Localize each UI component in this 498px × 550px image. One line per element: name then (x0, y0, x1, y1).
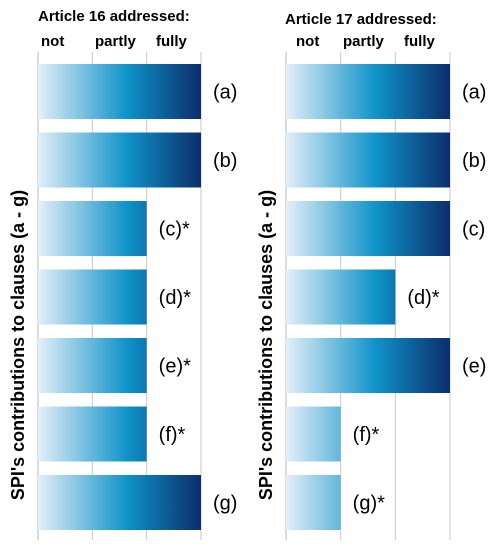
bar-label: (g)* (353, 493, 385, 515)
bar-g (38, 475, 201, 530)
level-label-fully: fully (404, 33, 435, 50)
bar-label: (g) (213, 493, 237, 515)
level-label-not: not (296, 33, 319, 50)
bar-label: (f)* (353, 424, 380, 446)
bar-d (38, 269, 147, 325)
panel-article-17: Article 17 addressed: not partly fully S… (256, 11, 486, 540)
panel-title: Article 16 addressed: (38, 8, 190, 25)
bar-label: (b) (213, 150, 237, 172)
bar-g (286, 475, 341, 530)
y-axis-label: SPI's contributions to clauses (a - g) (8, 190, 28, 500)
bar-label: (b) (462, 150, 486, 172)
bar-f (286, 406, 341, 462)
bar-label: (a) (462, 82, 486, 104)
bar-d (286, 269, 396, 325)
bar-label: (c)* (159, 219, 190, 241)
bar-e (38, 338, 147, 393)
bar-c (286, 201, 451, 256)
level-label-partly: partly (95, 33, 137, 50)
bar-e (286, 338, 451, 393)
bar-label: (d)* (159, 287, 191, 309)
bar-c (38, 201, 147, 256)
bar-f (38, 406, 147, 462)
level-label-not: not (41, 33, 64, 50)
panel-plot-area: (a) (b) (c) (d)* (e) (f)* (g)* (285, 52, 486, 540)
bar-a (286, 64, 451, 119)
level-label-fully: fully (156, 33, 187, 50)
bar-label: (a) (213, 82, 237, 104)
panel-plot-area: (a) (b) (c)* (d)* (e)* (f)* (g) (37, 52, 237, 540)
panel-article-16: Article 16 addressed: not partly fully S… (8, 8, 237, 540)
bar-a (38, 64, 201, 119)
bar-label: (e)* (159, 356, 191, 378)
bar-b (38, 132, 201, 188)
level-label-partly: partly (343, 33, 385, 50)
bar-label: (c) (462, 219, 485, 241)
bar-label: (e) (462, 356, 486, 378)
bar-label: (f)* (159, 424, 186, 446)
panel-title: Article 17 addressed: (285, 11, 437, 28)
bar-b (286, 132, 451, 188)
y-axis-label: SPI's contributions to clauses (a - g) (256, 190, 276, 500)
bar-label: (d)* (407, 287, 439, 309)
